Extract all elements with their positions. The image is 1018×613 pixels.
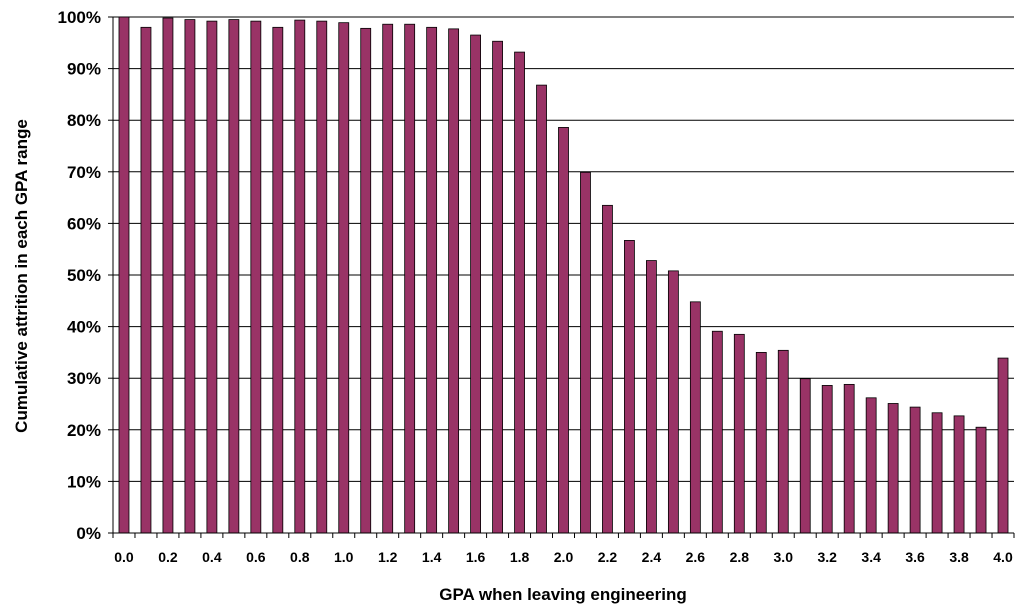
- bar: [184, 19, 196, 534]
- bar: [733, 333, 745, 534]
- y-tick-label: 80%: [67, 111, 101, 130]
- x-axis-title: GPA when leaving engineering: [439, 585, 687, 604]
- x-tick-label: 3.6: [905, 549, 925, 565]
- bar: [667, 270, 679, 534]
- bar: [426, 26, 438, 534]
- bar: [382, 23, 394, 534]
- bar: [997, 357, 1009, 534]
- x-tick-label: 3.4: [861, 549, 881, 565]
- x-tick-label: 1.0: [334, 549, 354, 565]
- x-tick-label: 3.0: [774, 549, 794, 565]
- y-tick-label: 30%: [67, 369, 101, 388]
- x-tick-label: 0.0: [114, 549, 134, 565]
- y-tick-label: 100%: [58, 8, 101, 27]
- x-tick-label: 0.4: [202, 549, 222, 565]
- y-tick-label: 60%: [67, 214, 101, 233]
- y-axis-title: Cumulative attrition in each GPA range: [12, 119, 31, 433]
- bar: [931, 412, 943, 534]
- bar: [624, 240, 635, 534]
- x-tick-label: 3.2: [817, 549, 837, 565]
- x-tick-label: 2.6: [686, 549, 706, 565]
- bar: [689, 301, 701, 534]
- x-tick-label: 0.8: [290, 549, 310, 565]
- bar: [821, 385, 833, 534]
- x-tick-label: 1.8: [510, 549, 530, 565]
- bar: [250, 20, 262, 534]
- y-tick-labels: 0% 10% 20% 30% 40% 50% 60% 70% 80% 90% 100%: [58, 8, 101, 543]
- bar: [228, 19, 240, 534]
- x-tick-label: 1.6: [466, 549, 486, 565]
- x-tick-label: 0.2: [158, 549, 178, 565]
- bar: [448, 28, 460, 534]
- bar: [887, 403, 899, 534]
- bar: [162, 17, 174, 534]
- bar: [580, 171, 591, 534]
- x-tick-label: 2.0: [554, 549, 574, 565]
- bar: [909, 406, 921, 534]
- y-tick-label: 40%: [67, 318, 101, 337]
- bar: [272, 26, 284, 534]
- y-tick-label: 20%: [67, 421, 101, 440]
- x-tick-label: 1.4: [422, 549, 442, 565]
- bars: [118, 16, 1009, 534]
- bar: [206, 20, 218, 534]
- x-tick-labels: 0.0 0.2 0.4 0.6 0.8 1.0 1.2 1.4 1.6 1.8 2.0 2.2 2.4 2…: [114, 549, 1013, 565]
- bar: [646, 260, 657, 534]
- bar: [799, 378, 811, 534]
- y-tick-label: 10%: [67, 472, 101, 491]
- bar: [843, 383, 855, 534]
- bar: [294, 19, 306, 534]
- x-tick-label: 4.0: [993, 549, 1013, 565]
- bar: [118, 16, 130, 534]
- bar: [711, 330, 723, 534]
- bar: [514, 51, 525, 534]
- bar: [536, 84, 547, 534]
- bar: [602, 204, 613, 534]
- bar: [470, 34, 481, 534]
- bar: [777, 349, 789, 534]
- x-tick-label: 3.8: [949, 549, 969, 565]
- bar: [492, 40, 503, 534]
- bar: [865, 397, 877, 534]
- y-tick-label: 90%: [67, 60, 101, 79]
- axes: [112, 17, 1015, 538]
- bar: [316, 20, 328, 534]
- bar: [404, 23, 416, 534]
- bar: [140, 26, 152, 534]
- bar: [755, 351, 767, 534]
- x-tick-label: 2.2: [598, 549, 618, 565]
- x-tick-label: 2.4: [642, 549, 662, 565]
- bar: [338, 22, 350, 534]
- x-tick-label: 1.2: [378, 549, 398, 565]
- bar: [953, 415, 965, 534]
- x-tick-label: 0.6: [246, 549, 266, 565]
- bar: [558, 127, 569, 534]
- y-tick-label: 70%: [67, 163, 101, 182]
- bar: [975, 426, 987, 534]
- bar: [360, 27, 372, 534]
- y-tick-label: 0%: [76, 524, 101, 543]
- x-tick-label: 2.8: [730, 549, 750, 565]
- y-tick-label: 50%: [67, 266, 101, 285]
